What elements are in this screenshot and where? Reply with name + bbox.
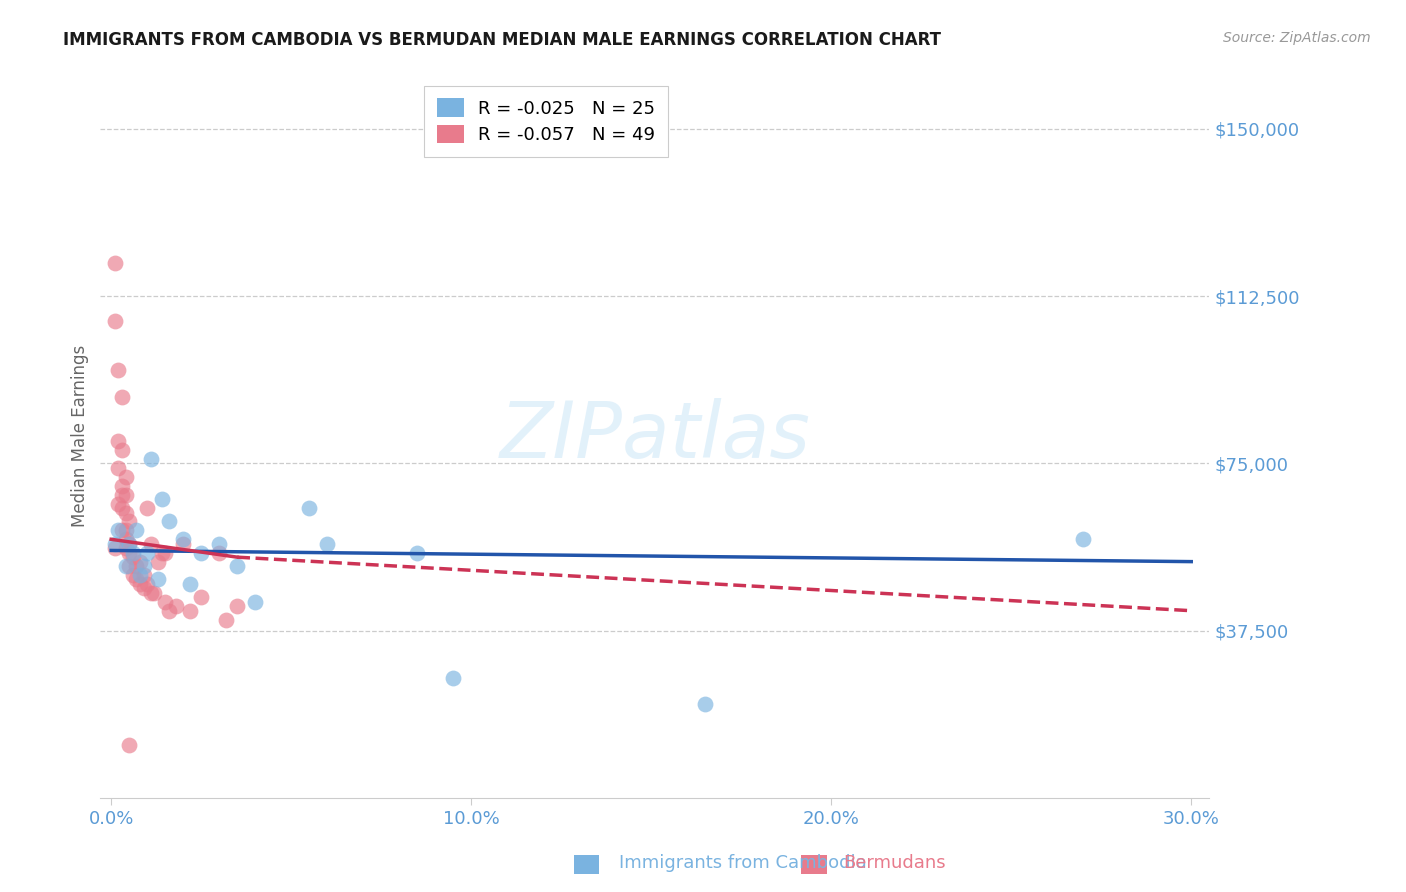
Point xyxy=(139,586,162,600)
Point xyxy=(118,515,141,529)
Point xyxy=(132,568,155,582)
Point xyxy=(215,613,238,627)
Point xyxy=(118,559,141,574)
Point xyxy=(139,452,162,467)
Point xyxy=(226,599,249,614)
Point xyxy=(104,537,127,551)
Legend: R = -0.025   N = 25, R = -0.057   N = 49: R = -0.025 N = 25, R = -0.057 N = 49 xyxy=(425,86,668,157)
Point xyxy=(132,582,155,596)
Point xyxy=(104,255,127,269)
Text: Source: ZipAtlas.com: Source: ZipAtlas.com xyxy=(1223,31,1371,45)
Point xyxy=(153,546,176,560)
Point xyxy=(298,501,321,516)
Point xyxy=(190,591,212,605)
Point xyxy=(190,546,212,560)
Point xyxy=(111,443,134,458)
Point xyxy=(114,470,136,484)
Point xyxy=(121,550,143,565)
Point xyxy=(114,541,136,556)
Text: ZIPatlas: ZIPatlas xyxy=(499,398,810,474)
Point xyxy=(114,524,136,538)
Point xyxy=(146,555,169,569)
Point xyxy=(441,671,464,685)
Point xyxy=(111,390,134,404)
Point xyxy=(129,577,152,591)
Point xyxy=(172,537,194,551)
Point xyxy=(132,559,155,574)
Point xyxy=(153,595,176,609)
Text: Bermudans: Bermudans xyxy=(844,855,946,872)
Point xyxy=(136,501,159,516)
Point xyxy=(243,595,266,609)
Point xyxy=(1071,533,1094,547)
Point xyxy=(406,546,429,560)
Point xyxy=(157,515,180,529)
Point xyxy=(136,577,159,591)
Point xyxy=(107,363,129,377)
Point xyxy=(136,546,159,560)
Point xyxy=(179,577,201,591)
Point xyxy=(125,559,148,574)
Point xyxy=(179,604,201,618)
Point xyxy=(121,546,143,560)
Point xyxy=(114,533,136,547)
Point xyxy=(165,599,187,614)
Point xyxy=(114,506,136,520)
Point xyxy=(125,573,148,587)
Point xyxy=(139,537,162,551)
Point xyxy=(129,568,152,582)
Point xyxy=(118,537,141,551)
Text: Immigrants from Cambodia: Immigrants from Cambodia xyxy=(619,855,866,872)
Point xyxy=(157,604,180,618)
Point xyxy=(316,537,339,551)
Point xyxy=(114,488,136,502)
Point xyxy=(143,586,166,600)
Point xyxy=(208,546,231,560)
Point xyxy=(118,546,141,560)
Point xyxy=(695,698,717,712)
Y-axis label: Median Male Earnings: Median Male Earnings xyxy=(72,344,89,526)
Point xyxy=(150,492,173,507)
Point xyxy=(226,559,249,574)
Point xyxy=(118,537,141,551)
Point xyxy=(172,533,194,547)
Point xyxy=(121,568,143,582)
Point xyxy=(104,313,127,327)
Point xyxy=(111,501,134,516)
Point xyxy=(107,434,129,449)
Point xyxy=(129,555,152,569)
Point xyxy=(118,738,141,752)
Point xyxy=(107,524,129,538)
Point xyxy=(107,497,129,511)
Point xyxy=(125,524,148,538)
Point xyxy=(111,479,134,493)
Point xyxy=(208,537,231,551)
Point xyxy=(107,461,129,475)
Text: IMMIGRANTS FROM CAMBODIA VS BERMUDAN MEDIAN MALE EARNINGS CORRELATION CHART: IMMIGRANTS FROM CAMBODIA VS BERMUDAN MED… xyxy=(63,31,941,49)
Point xyxy=(111,524,134,538)
Point xyxy=(150,546,173,560)
Point xyxy=(104,541,127,556)
Point xyxy=(111,488,134,502)
Point xyxy=(114,559,136,574)
Point xyxy=(146,573,169,587)
